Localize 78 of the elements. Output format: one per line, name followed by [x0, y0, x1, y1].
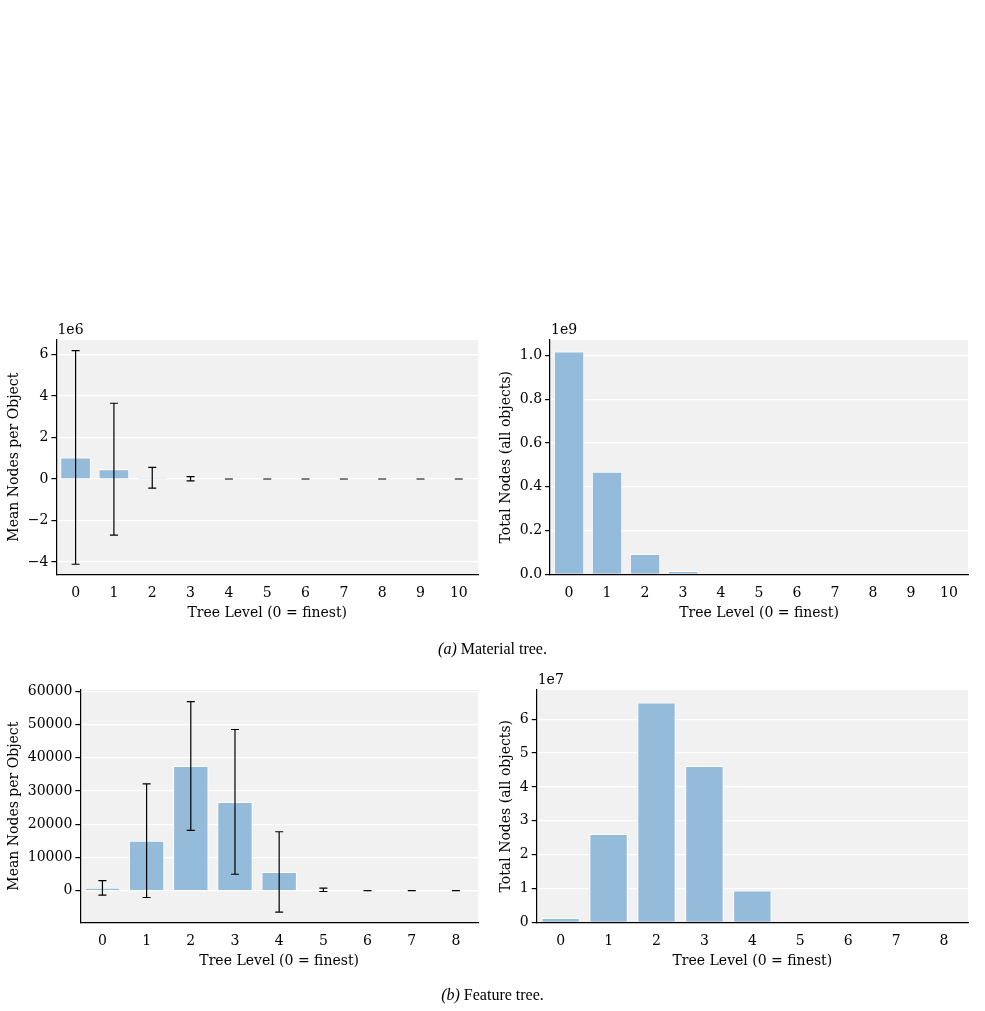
y-tick-label: 50000: [27, 715, 73, 732]
y-tick-label: 60000: [27, 681, 73, 698]
x-tick-label: 7: [891, 932, 901, 949]
y-tick-label: 10000: [27, 847, 73, 864]
y-tick-label: −4: [27, 552, 49, 569]
text: (a) Material tree.: [437, 640, 548, 658]
x-tick-label: 2: [186, 932, 196, 949]
y-tick-label: 2: [519, 845, 529, 862]
y-tick-label: 6: [519, 709, 529, 726]
y-axis-title: Mean Nodes per Object: [5, 372, 22, 542]
y-tick-label: 6: [39, 345, 49, 362]
y-axis-title: Total Nodes (all objects): [497, 719, 514, 893]
x-axis-title: Tree Level (0 = finest): [679, 604, 839, 621]
x-tick-label: 1: [142, 932, 152, 949]
y-tick-label: 0.8: [519, 389, 543, 406]
y-axis-title: Total Nodes (all objects): [497, 370, 514, 544]
x-tick-label: 3: [186, 584, 196, 601]
y-tick-label: 0.6: [519, 433, 543, 450]
x-tick-label: 8: [377, 584, 387, 601]
y-tick-label: 0: [519, 913, 529, 930]
x-tick-label: 4: [224, 584, 234, 601]
x-tick-label: 2: [147, 584, 157, 601]
y-tick-label: 1: [519, 879, 529, 896]
x-tick-label: 6: [363, 932, 373, 949]
x-tick-label: 8: [451, 932, 461, 949]
x-tick-label: 0: [97, 932, 107, 949]
x-tick-label: 6: [843, 932, 853, 949]
x-tick-label: 5: [262, 584, 272, 601]
y-tick-label: 2: [39, 428, 49, 445]
x-tick-label: 0: [556, 932, 566, 949]
x-tick-label: 9: [416, 584, 425, 601]
y-tick-label: −2: [27, 511, 49, 528]
y-tick-label: 5: [519, 743, 529, 760]
x-tick-label: 2: [652, 932, 661, 949]
x-tick-label: 4: [747, 932, 757, 949]
y-tick-label: 0.0: [519, 565, 543, 582]
x-tick-label: 1: [602, 584, 612, 601]
x-tick-label: 7: [339, 584, 349, 601]
y-tick-label: 4: [519, 777, 529, 794]
x-tick-label: 5: [795, 932, 805, 949]
x-tick-label: 1: [604, 932, 614, 949]
x-tick-label: 3: [678, 584, 688, 601]
y-tick-label: 3: [519, 811, 529, 828]
y-tick-label: 0.4: [519, 477, 543, 494]
x-tick-label: 7: [407, 932, 417, 949]
x-tick-label: 0: [564, 584, 574, 601]
y-tick-label: 20000: [27, 814, 73, 831]
x-tick-label: 4: [274, 932, 284, 949]
x-axis-title: Tree Level (0 = finest): [199, 952, 359, 969]
x-tick-label: 8: [868, 584, 878, 601]
x-tick-label: 9: [906, 584, 916, 601]
text: 1e7: [537, 670, 564, 687]
x-tick-label: 5: [318, 932, 328, 949]
x-axis-title: Tree Level (0 = finest): [672, 952, 833, 969]
x-tick-label: 6: [792, 584, 802, 601]
text: (b) Feature tree.: [440, 986, 545, 1004]
x-tick-label: 3: [230, 932, 240, 949]
x-tick-label: 1: [109, 584, 119, 601]
y-tick-label: 0: [63, 881, 73, 898]
x-tick-label: 4: [716, 584, 726, 601]
y-tick-label: 0.2: [519, 521, 543, 538]
y-tick-label: 40000: [27, 748, 73, 765]
y-axis-title: Mean Nodes per Object: [5, 721, 22, 891]
x-tick-label: 8: [939, 932, 949, 949]
y-tick-label: 1.0: [519, 345, 543, 362]
text: 1e6: [57, 320, 84, 337]
y-tick-label: 30000: [27, 781, 73, 798]
x-tick-label: 7: [830, 584, 840, 601]
x-tick-label: 5: [754, 584, 764, 601]
x-tick-label: 3: [699, 932, 709, 949]
y-tick-label: 4: [39, 386, 49, 403]
x-tick-label: 10: [449, 584, 468, 601]
x-axis-title: Tree Level (0 = finest): [187, 604, 348, 621]
y-tick-label: 0: [39, 469, 49, 486]
x-tick-label: 6: [301, 584, 311, 601]
x-tick-label: 10: [940, 584, 958, 601]
x-tick-label: 2: [640, 584, 650, 601]
text: 1e9: [551, 320, 578, 337]
